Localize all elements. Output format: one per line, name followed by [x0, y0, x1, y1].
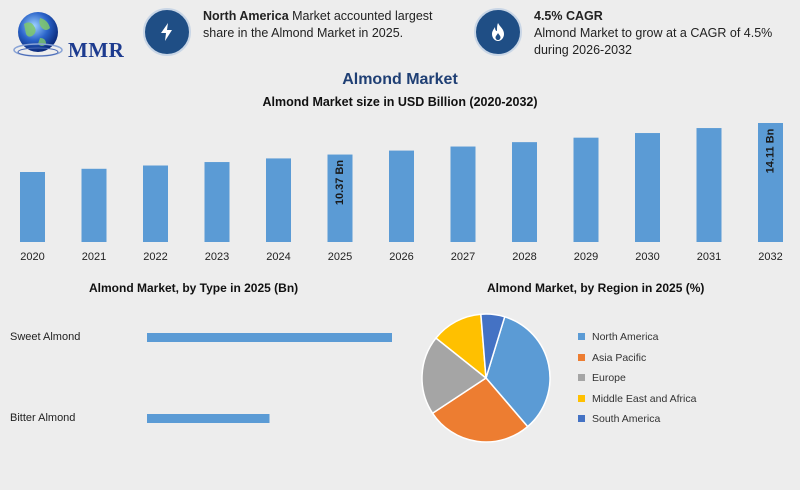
x-tick-label: 2030 [635, 251, 659, 263]
x-tick-label: 2029 [574, 251, 598, 263]
highlight-body: Market accounted largest share in the Al… [203, 9, 433, 40]
highlight-text-cagr: 4.5% CAGR Almond Market to grow at a CAG… [534, 8, 784, 59]
bar-2030 [635, 133, 660, 242]
legend-swatch [578, 374, 585, 381]
flame-icon [492, 23, 504, 41]
bar-2029 [573, 137, 599, 242]
x-tick-label: 2021 [82, 251, 106, 263]
type-label-sweet: Sweet Almond [10, 331, 81, 343]
highlight-icon-badge [143, 8, 191, 56]
bar-data-label: 14.11 Bn [764, 128, 776, 173]
legend-label: Middle East and Africa [592, 392, 697, 405]
legend-label: Europe [592, 372, 626, 384]
pie-slice-north-america [485, 315, 551, 428]
bar-2021 [81, 168, 107, 242]
type-label-bitter: Bitter Almond [10, 412, 76, 424]
highlight-bold: North America [203, 9, 289, 23]
x-tick-label: 2024 [266, 251, 290, 263]
bar-2020 [20, 172, 45, 242]
bar-2027 [450, 146, 476, 242]
legend-swatch [578, 394, 585, 402]
x-tick-label: 2031 [697, 251, 721, 263]
x-tick-label: 2027 [451, 251, 475, 263]
logo-text: MMR [68, 38, 125, 62]
legend-label: North America [592, 331, 659, 343]
legend-item: Asia Pacific [578, 352, 646, 364]
x-tick-label: 2022 [143, 251, 167, 263]
legend-swatch [578, 333, 585, 340]
legend-swatch [578, 353, 585, 361]
mmr-logo: MMR [10, 8, 124, 64]
legend-item: South America [578, 413, 660, 425]
x-tick-label: 2028 [512, 251, 536, 263]
legend-item: Europe [578, 372, 626, 384]
pie-slice-europe [421, 337, 488, 415]
type-chart [147, 333, 392, 423]
type-bar-0 [147, 333, 392, 342]
page-title: Almond Market [342, 71, 458, 88]
bar-2032 [758, 123, 783, 242]
pie-slice-south-america [480, 313, 506, 379]
highlight-bold: 4.5% CAGR [534, 9, 603, 23]
x-tick-label: 2026 [389, 251, 413, 263]
bar-2028 [512, 142, 537, 242]
x-tick-label: 2032 [758, 251, 782, 263]
market-size-chart-title: Almond Market size in USD Billion (2020-… [262, 95, 538, 109]
lightning-icon [161, 23, 172, 41]
legend-label: South America [592, 413, 661, 425]
market-size-chart: 2020 2021 2022 2023 2024 2025 10.37 Bn 2026 2027… [20, 123, 783, 263]
legend-label: Asia Pacific [592, 351, 647, 364]
legend-swatch [578, 415, 585, 422]
legend-item: Middle East and Africa [578, 393, 696, 405]
region-chart-title: Almond Market, by Region in 2025 (%) [487, 281, 705, 295]
globe-icon [13, 12, 63, 57]
type-bar-1 [147, 414, 270, 423]
bar-2023 [204, 162, 230, 242]
bar-data-label: 10.37 Bn [334, 160, 346, 206]
region-pie-chart [421, 313, 551, 443]
type-chart-title: Almond Market, by Type in 2025 (Bn) [89, 281, 299, 295]
bar-2026 [389, 150, 414, 242]
x-tick-label: 2025 [328, 251, 352, 263]
pie-slice-asia-pacific [431, 377, 529, 443]
bar-2024 [266, 158, 291, 242]
x-tick-label: 2023 [205, 251, 229, 263]
highlight-icon-badge [474, 8, 522, 56]
bar-2031 [696, 128, 722, 242]
bar-2022 [143, 165, 168, 242]
bar-2025 [327, 154, 353, 242]
highlight-body: Almond Market to grow at a CAGR of 4.5% … [534, 26, 773, 57]
legend-item: North America [578, 331, 659, 343]
highlight-text-region: North America Market accounted largest s… [203, 8, 453, 42]
x-tick-label: 2020 [20, 251, 44, 263]
